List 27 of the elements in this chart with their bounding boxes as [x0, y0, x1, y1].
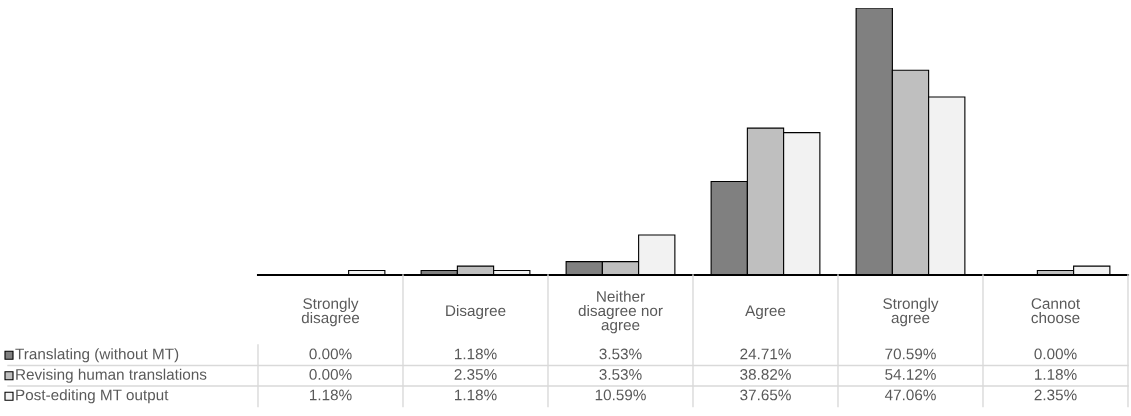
legend-label: Revising human translations [16, 368, 207, 383]
data-label: 1.18% [310, 389, 352, 401]
data-label: 1.18% [1035, 369, 1077, 380]
data-label: 10.59% [595, 389, 646, 401]
x-tick-label: Agree [745, 305, 786, 320]
data-label: 1.18% [455, 389, 497, 401]
data-label: 0.00% [1034, 348, 1077, 360]
legend-label: Translating (without MT) [15, 348, 179, 363]
data-label: 38.82% [740, 369, 791, 380]
x-tick-label: Cannot choose [1031, 298, 1081, 324]
x-tick-label: Strongly agree [883, 297, 939, 327]
x-tick-label: Disagree [446, 304, 506, 320]
data-label: 70.59% [885, 348, 936, 360]
data-label: 2.35% [1034, 389, 1077, 401]
data-label: 3.53% [599, 369, 642, 380]
data-label: 54.12% [885, 369, 936, 380]
data-label: 24.71% [740, 348, 791, 360]
data-label: 2.35% [454, 369, 497, 380]
data-label: 3.53% [599, 348, 642, 360]
legend-label: Post-editing MT output [16, 389, 169, 404]
data-label: 1.18% [455, 348, 497, 360]
data-label: 37.65% [740, 389, 791, 401]
data-label: 47.06% [884, 389, 936, 401]
data-label: 0.00% [309, 369, 352, 380]
x-tick-label: Strongly disagree [301, 297, 360, 327]
data-label: 0.00% [309, 348, 352, 360]
x-tick-label: Neither disagree nor agree [578, 290, 663, 334]
